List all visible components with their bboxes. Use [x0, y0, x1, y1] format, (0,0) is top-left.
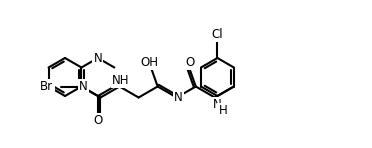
Text: NH: NH [112, 74, 129, 87]
Text: N: N [79, 80, 88, 93]
Text: N: N [93, 52, 102, 65]
Text: Br: Br [40, 80, 54, 93]
Text: O: O [185, 56, 195, 69]
Text: O: O [93, 115, 103, 127]
Text: Cl: Cl [212, 28, 223, 41]
Text: N: N [174, 91, 183, 104]
Text: N: N [212, 98, 221, 111]
Text: OH: OH [141, 56, 159, 69]
Text: H: H [218, 104, 227, 117]
